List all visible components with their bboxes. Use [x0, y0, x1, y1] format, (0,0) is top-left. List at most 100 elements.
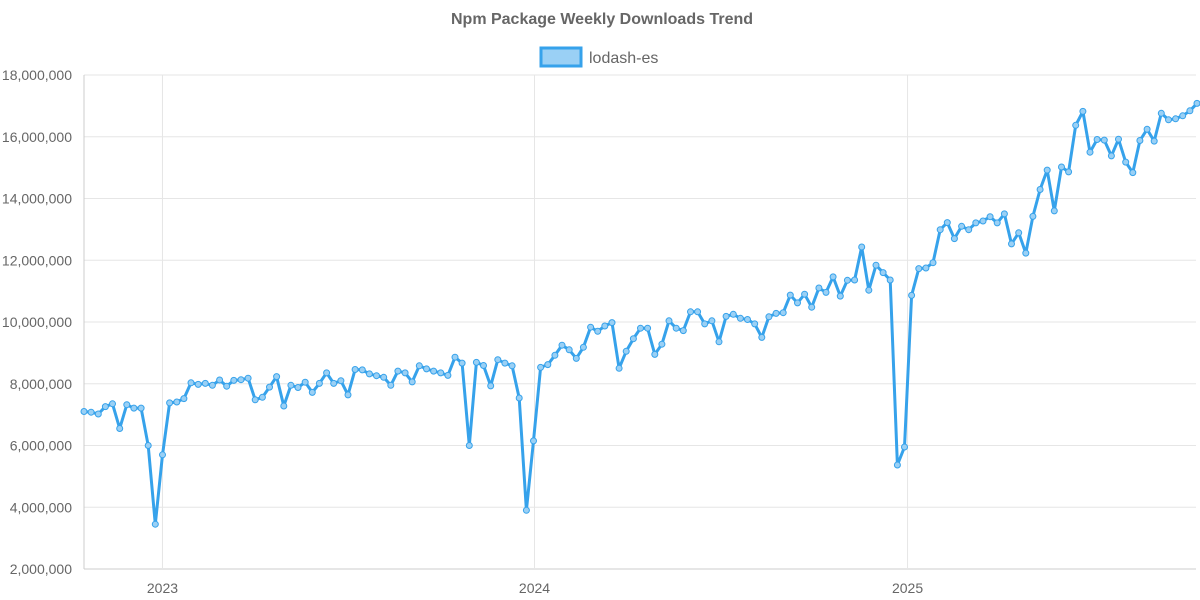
data-point[interactable] [387, 381, 395, 389]
data-point[interactable] [744, 316, 751, 323]
data-point[interactable] [522, 506, 530, 514]
data-point[interactable] [273, 373, 281, 381]
data-point[interactable] [137, 404, 145, 412]
data-point[interactable] [865, 286, 873, 294]
data-point[interactable] [308, 388, 316, 396]
data-point[interactable] [244, 374, 252, 382]
data-point[interactable] [672, 324, 680, 332]
data-point[interactable] [651, 350, 659, 358]
data-point[interactable] [301, 378, 309, 386]
data-point[interactable] [901, 443, 908, 451]
data-point[interactable] [701, 320, 709, 328]
data-point[interactable] [572, 354, 580, 362]
data-point[interactable] [173, 398, 181, 406]
data-point[interactable] [408, 378, 416, 386]
data-point[interactable] [722, 312, 730, 320]
data-point[interactable] [765, 313, 773, 321]
data-point[interactable] [123, 401, 131, 409]
data-point[interactable] [344, 391, 352, 399]
data-point[interactable] [87, 408, 95, 416]
data-point[interactable] [315, 379, 323, 387]
data-point[interactable] [294, 384, 302, 391]
data-point[interactable] [993, 219, 1001, 227]
data-point[interactable] [401, 369, 409, 377]
data-point[interactable] [159, 451, 166, 459]
data-point[interactable] [558, 341, 566, 349]
data-point[interactable] [1136, 137, 1144, 144]
data-point[interactable] [330, 379, 338, 387]
data-point[interactable] [94, 410, 102, 418]
data-point[interactable] [1058, 163, 1065, 171]
data-point[interactable] [736, 314, 744, 322]
data-point[interactable] [266, 383, 273, 391]
data-point[interactable] [1008, 240, 1015, 248]
data-point[interactable] [629, 335, 637, 343]
data-point[interactable] [637, 324, 644, 332]
data-point[interactable] [80, 408, 88, 415]
data-point[interactable] [694, 308, 702, 316]
data-point[interactable] [1022, 249, 1030, 257]
data-point[interactable] [480, 362, 487, 369]
data-point[interactable] [1000, 210, 1008, 218]
data-point[interactable] [715, 338, 723, 346]
data-point[interactable] [872, 261, 880, 269]
data-point[interactable] [608, 319, 616, 327]
data-point[interactable] [1186, 107, 1194, 115]
data-point[interactable] [130, 404, 138, 412]
data-point[interactable] [187, 379, 195, 387]
data-point[interactable] [979, 217, 987, 225]
data-point[interactable] [1143, 125, 1151, 133]
data-point[interactable] [258, 393, 266, 401]
data-point[interactable] [922, 264, 930, 272]
data-point[interactable] [615, 364, 623, 372]
data-point[interactable] [915, 265, 923, 273]
legend-label[interactable]: lodash-es [589, 50, 658, 67]
data-point[interactable] [958, 222, 966, 230]
data-point[interactable] [1072, 121, 1080, 129]
data-point[interactable] [544, 361, 552, 369]
data-point[interactable] [508, 362, 516, 370]
data-point[interactable] [1086, 148, 1094, 156]
data-point[interactable] [423, 365, 430, 373]
data-point[interactable] [1150, 137, 1158, 145]
data-point[interactable] [101, 403, 109, 411]
data-point[interactable] [565, 346, 573, 354]
data-point[interactable] [786, 291, 794, 299]
data-point[interactable] [936, 226, 944, 234]
data-point[interactable] [1122, 158, 1130, 166]
data-point[interactable] [1157, 109, 1165, 117]
data-point[interactable] [858, 243, 866, 251]
data-point[interactable] [601, 322, 609, 330]
data-point[interactable] [494, 356, 502, 364]
data-point[interactable] [237, 376, 245, 384]
data-point[interactable] [943, 219, 951, 227]
data-point[interactable] [458, 359, 466, 367]
data-point[interactable] [530, 437, 537, 445]
data-point[interactable] [216, 376, 224, 384]
data-point[interactable] [109, 400, 116, 408]
data-point[interactable] [230, 376, 238, 384]
data-point[interactable] [836, 292, 844, 300]
data-point[interactable] [1165, 116, 1172, 124]
data-point[interactable] [751, 320, 759, 328]
data-point[interactable] [1036, 186, 1044, 193]
data-point[interactable] [451, 353, 459, 361]
data-point[interactable] [929, 259, 937, 267]
data-point[interactable] [1193, 99, 1200, 107]
data-point[interactable] [965, 226, 973, 234]
data-point[interactable] [1129, 169, 1137, 177]
data-point[interactable] [587, 323, 595, 331]
data-point[interactable] [579, 343, 587, 351]
data-point[interactable] [323, 369, 331, 377]
legend[interactable]: lodash-es [539, 46, 658, 68]
data-point[interactable] [251, 396, 259, 404]
data-point[interactable] [201, 379, 209, 387]
data-point[interactable] [708, 317, 716, 325]
data-point[interactable] [1043, 166, 1051, 174]
data-point[interactable] [415, 362, 423, 370]
data-point[interactable] [515, 394, 523, 402]
data-point[interactable] [1065, 168, 1073, 176]
data-point[interactable] [430, 367, 438, 375]
data-point[interactable] [437, 369, 445, 377]
data-point[interactable] [658, 340, 666, 348]
